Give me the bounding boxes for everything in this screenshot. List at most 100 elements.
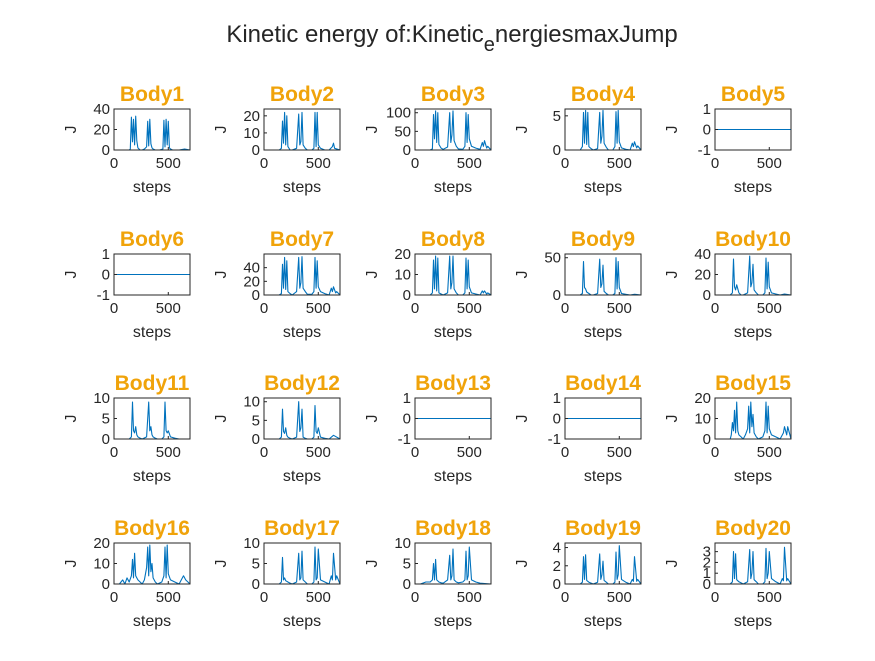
x-tick-label: 500	[306, 155, 331, 172]
y-tick-label: 0	[252, 431, 260, 448]
x-axis-label: steps	[434, 324, 472, 341]
x-tick-label: 0	[711, 589, 719, 606]
x-tick-label: 0	[711, 155, 719, 172]
y-axis-label: J	[664, 415, 681, 423]
y-tick-label: -1	[698, 142, 711, 159]
x-tick-label: 500	[457, 444, 482, 461]
y-axis-label: J	[664, 126, 681, 134]
y-tick-label: 50	[544, 250, 561, 267]
y-tick-label: 0	[703, 431, 711, 448]
y-tick-label: 3	[703, 544, 711, 561]
series-line	[264, 402, 340, 439]
x-tick-label: 0	[411, 155, 419, 172]
y-tick-label: 5	[403, 556, 411, 573]
x-tick-label: 500	[457, 589, 482, 606]
figure-title-subscript: e	[484, 34, 495, 56]
y-tick-label: -1	[548, 431, 561, 448]
y-axis-label: J	[514, 126, 531, 134]
panel-title: Body3	[421, 83, 485, 106]
subplot-2: Body20 50001020stepsJ	[213, 83, 340, 196]
y-tick-label: 5	[252, 412, 260, 429]
y-axis-label: J	[364, 415, 381, 423]
panel-title: Body2	[270, 83, 334, 106]
panel-title: Body11	[115, 372, 190, 395]
y-tick-label: 1	[403, 390, 411, 407]
x-tick-label: 500	[457, 300, 482, 317]
y-axis-label: J	[63, 560, 80, 568]
x-axis-label: steps	[283, 179, 321, 196]
x-tick-label: 500	[607, 155, 632, 172]
x-tick-label: 0	[260, 444, 268, 461]
x-tick-label: 0	[260, 589, 268, 606]
x-tick-label: 0	[260, 300, 268, 317]
x-axis-label: steps	[584, 613, 622, 630]
x-tick-label: 500	[156, 444, 181, 461]
y-axis-label: J	[664, 560, 681, 568]
x-tick-label: 0	[561, 155, 569, 172]
y-tick-label: 20	[93, 535, 110, 552]
panel-title: Body9	[571, 228, 635, 251]
y-tick-label: 20	[243, 108, 260, 125]
y-tick-label: 1	[553, 390, 561, 407]
y-tick-label: 0	[703, 287, 711, 304]
y-tick-label: 5	[553, 108, 561, 125]
y-axis-label: J	[213, 126, 230, 134]
y-tick-label: 20	[694, 390, 711, 407]
y-tick-label: 20	[694, 267, 711, 284]
figure-title-main: Kinetic energy of:Kinetic	[226, 21, 483, 48]
y-tick-label: 0	[553, 576, 561, 593]
x-tick-label: 500	[156, 300, 181, 317]
y-tick-label: 10	[243, 535, 260, 552]
subplot-11: Body110 5000510stepsJ	[63, 372, 190, 485]
x-axis-label: steps	[734, 468, 772, 485]
x-axis-label: steps	[584, 468, 622, 485]
y-tick-label: 100	[386, 105, 411, 122]
x-tick-label: 0	[711, 444, 719, 461]
x-axis-label: steps	[133, 179, 171, 196]
y-tick-label: 4	[553, 540, 561, 557]
subplot-4: Body40 50005stepsJ	[514, 83, 641, 196]
series-line	[715, 547, 791, 584]
figure-title-tail: nergiesmaxJump	[495, 21, 678, 48]
x-axis-label: steps	[434, 179, 472, 196]
x-tick-label: 0	[110, 589, 118, 606]
y-axis-label: J	[514, 415, 531, 423]
x-axis-label: steps	[283, 468, 321, 485]
series-line	[114, 545, 190, 584]
subplot-19: Body19 0 500 024 steps J	[514, 517, 641, 630]
y-tick-label: 50	[394, 123, 411, 140]
panel-title: Body15	[715, 372, 791, 395]
y-axis-label: J	[213, 271, 230, 279]
x-tick-label: 500	[607, 444, 632, 461]
x-tick-label: 500	[757, 155, 782, 172]
subplot-16: Body160 50001020stepsJ	[63, 517, 190, 630]
y-tick-label: 1	[703, 101, 711, 118]
x-tick-label: 0	[110, 300, 118, 317]
x-axis-label: steps	[133, 468, 171, 485]
y-tick-label: 10	[394, 535, 411, 552]
figure-title: Kinetic energy of:KineticenergiesmaxJump	[226, 21, 677, 56]
series-line	[415, 111, 491, 150]
x-tick-label: 500	[306, 444, 331, 461]
x-tick-label: 500	[457, 155, 482, 172]
x-tick-label: 500	[306, 589, 331, 606]
panel-title: Body10	[715, 228, 791, 251]
y-tick-label: 0	[102, 142, 110, 159]
y-axis-label: J	[213, 415, 230, 423]
panel-title: Body13	[415, 372, 491, 395]
panel-title: Body6	[120, 228, 184, 251]
panel-title: Body5	[721, 83, 786, 106]
panel-title: Body1	[120, 83, 185, 106]
series-line	[415, 256, 491, 295]
y-tick-label: 0	[703, 122, 711, 139]
panel-title: Body17	[264, 517, 340, 540]
x-tick-label: 0	[711, 300, 719, 317]
series-line	[565, 546, 641, 584]
y-tick-label: 40	[243, 260, 260, 277]
y-tick-label: 10	[243, 125, 260, 142]
